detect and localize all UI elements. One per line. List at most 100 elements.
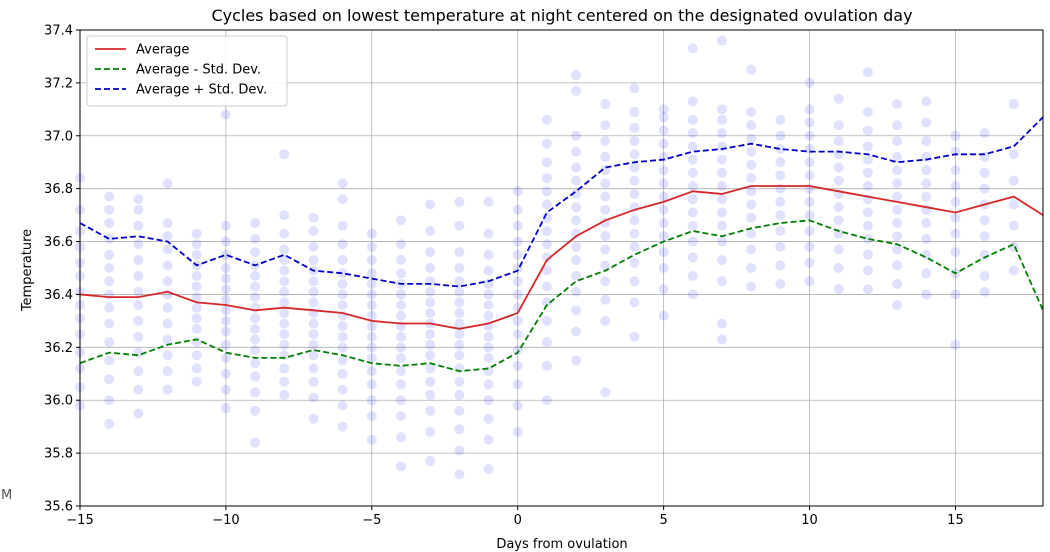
scatter-point [250,371,261,382]
scatter-point [133,315,144,326]
scatter-point [629,297,640,308]
scatter-point [775,130,786,141]
y-tick-label: 37.4 [44,24,73,39]
scatter-point [571,215,582,226]
scatter-point [979,270,990,281]
x-tick-label: −15 [66,513,93,528]
scatter-point [571,270,582,281]
scatter-point [191,350,202,361]
scatter-point [862,67,873,78]
scatter-point [279,389,290,400]
scatter-point [717,220,727,231]
scatter-point [775,196,786,207]
scatter-point [279,376,290,387]
scatter-point [775,170,786,181]
scatter-point [162,276,173,287]
scatter-point [191,281,202,292]
scatter-point [191,270,202,281]
scatter-point [892,165,903,176]
scatter-point [396,331,406,342]
scatter-point [133,408,144,419]
scatter-point [396,379,406,390]
scatter-point [746,212,757,223]
scatter-point [191,313,202,324]
scatter-point [483,289,494,300]
scatter-point [687,167,698,178]
scatter-point [1008,175,1019,186]
scatter-point [629,215,640,226]
y-axis-ticks: 35.6 35.8 36.0 36.2 36.4 36.6 36.8 37.0 37.2 37.4 [44,24,80,515]
scatter-point [658,138,669,149]
scatter-point [220,294,231,305]
y-tick-label: 36.6 [44,235,73,250]
scatter-point [979,183,990,194]
scatter-point [833,284,844,295]
scatter-point [162,178,173,189]
scatter-point [717,318,727,329]
scatter-point [950,247,961,258]
scatter-point [396,268,406,279]
scatter-point [250,247,261,258]
scatter-point [687,128,698,139]
scatter-point [600,99,611,110]
scatter-point [717,35,727,46]
scatter-point [804,257,815,268]
scatter-point [571,85,582,96]
scatter-point [658,310,669,321]
scatter-point [658,104,669,115]
scatter-point [279,307,290,318]
scatter-point [512,236,523,247]
scatter-point [775,241,786,252]
scatter-point [629,241,640,252]
scatter-point [833,228,844,239]
scatter-point [687,252,698,263]
scatter-point [717,194,727,205]
scatter-point [629,83,640,94]
scatter-point [220,263,231,273]
scatter-point [396,461,406,472]
scatter-point [892,231,903,242]
scatter-point [833,244,844,255]
scatter-point [921,233,932,244]
scatter-point [425,339,436,350]
scatter-point [687,220,698,231]
scatter-point [571,326,582,337]
scatter-point [775,278,786,289]
scatter-point [571,188,582,199]
scatter-point [658,218,669,229]
scatter-point [279,329,290,340]
scatter-point [658,263,669,273]
scatter-point [454,339,465,350]
scatter-point [337,255,348,266]
scatter-point [220,368,231,379]
scatter-point [396,310,406,321]
scatter-point [600,136,611,147]
scatter-point [279,228,290,239]
scatter-point [279,210,290,221]
x-tick-label: 15 [947,513,964,528]
scatter-point [220,236,231,247]
x-tick-label: 0 [514,513,522,528]
scatter-point [921,178,932,189]
scatter-point [746,146,757,157]
x-axis-label: Days from ovulation [496,537,627,552]
scatter-point [629,122,640,133]
scatter-point [921,136,932,147]
scatter-point [104,395,115,406]
y-tick-label: 35.8 [44,447,73,462]
scatter-point [133,194,144,205]
scatter-point [541,212,552,223]
scatter-point [950,181,961,192]
scatter-point [250,405,261,416]
scatter-point [833,202,844,213]
scatter-point [921,218,932,229]
scatter-point [308,212,319,223]
scatter-point [512,379,523,390]
y-tick-label: 36.0 [44,394,73,409]
scatter-point [483,463,494,474]
scatter-point [454,247,465,258]
scatter-point [921,268,932,279]
scatter-point [629,136,640,147]
scatter-point [162,334,173,345]
scatter-point [425,376,436,387]
